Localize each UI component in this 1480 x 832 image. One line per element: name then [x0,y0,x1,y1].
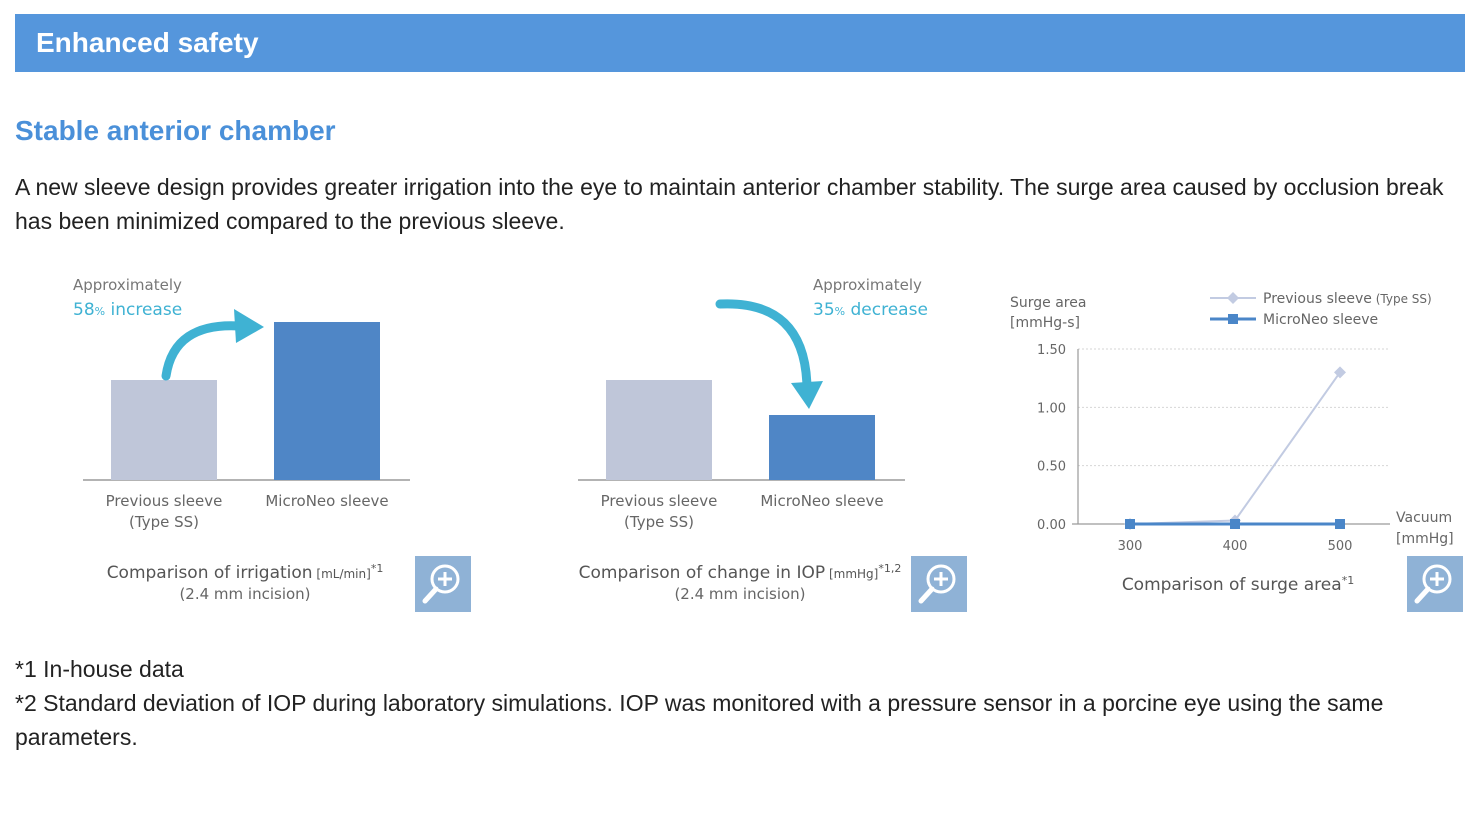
zoom-button-surge[interactable] [1407,556,1463,612]
x-axis-label: Vacuum [1396,510,1452,526]
category-label: Previous sleeve [106,492,223,510]
chart-caption: Comparison of change in IOP [mmHg]*1,2 [579,562,902,583]
footnotes: *1 In-house data *2 Standard deviation o… [15,652,1465,754]
annotation-number: 58 [73,300,95,320]
caption-subtitle: (2.4 mm incision) [674,585,805,603]
legend-marker-square [1228,314,1238,324]
bar-microneo-sleeve [274,322,380,480]
zoom-button-irrigation[interactable] [415,556,471,612]
iop-chart: Previous sleeve (Type SS) MicroNeo sleeve A… [510,262,990,612]
zoom-button-iop[interactable] [911,556,967,612]
irrigation-chart: Previous sleeve (Type SS) MicroNeo sleeve A… [15,262,495,612]
legend-series-name: Previous sleeve [1263,291,1372,307]
category-label: (Type SS) [129,513,199,531]
section-title: Stable anterior chamber [15,115,336,146]
section-description: A new sleeve design provides greater irr… [15,174,1444,234]
increase-arrow-shaft [161,321,245,381]
banner-title: Enhanced safety [36,27,259,58]
caption-footnote-ref: *1 [371,562,384,575]
chart-caption: Comparison of irrigation [mL/min]*1 [107,562,384,583]
legend-label: MicroNeo sleeve [1263,312,1378,328]
chart-caption: Comparison of surge area*1 [1122,574,1354,595]
y-tick-label: 0.50 [1037,460,1066,475]
bar-microneo-sleeve [769,415,875,480]
annotation-unit: % [95,305,105,318]
annotation-value: 58% increase [73,300,182,320]
annotation-label: Approximately [73,276,182,294]
zoom-in-icon [918,564,956,604]
annotation-text: decrease [845,300,928,320]
surge-area-chart-svg: Surge area [mmHg-s] 0.00 0.50 1.00 1.50 300 400… [1010,291,1454,595]
category-label: (Type SS) [624,513,694,531]
legend-label: Previous sleeve (Type SS) [1263,291,1432,307]
x-tick-label: 400 [1223,539,1248,554]
footnote-2: *2 Standard deviation of IOP during labo… [15,690,1384,750]
caption-unit: [mmHg] [825,567,878,581]
category-label: Previous sleeve [601,492,718,510]
y-tick-label: 0.00 [1037,518,1066,533]
legend-marker-diamond [1227,292,1239,304]
section-banner: Enhanced safety [15,14,1465,72]
series-line-previous-sleeve [1129,371,1341,525]
annotation-label: Approximately [813,276,922,294]
caption-main: Comparison of irrigation [107,563,313,583]
y-axis-label: Surge area [1010,295,1086,311]
footnote-1: *1 In-house data [15,656,184,682]
decrease-arrow-head [791,381,823,409]
iop-chart-svg: Previous sleeve (Type SS) MicroNeo sleeve A… [578,276,928,603]
caption-unit: [mL/min] [313,567,371,581]
category-label: MicroNeo sleeve [265,492,388,510]
bar-previous-sleeve [111,380,217,480]
category-label: MicroNeo sleeve [760,492,883,510]
data-point-microneo-sleeve [1125,519,1135,529]
caption-main: Comparison of change in IOP [579,563,826,583]
y-tick-label: 1.00 [1037,401,1066,416]
annotation-unit: % [835,305,845,318]
decrease-arrow-shaft [715,299,812,392]
caption-footnote-ref: *1,2 [878,562,901,575]
y-tick-label: 1.50 [1037,343,1066,358]
irrigation-chart-svg: Previous sleeve (Type SS) MicroNeo sleeve A… [73,276,410,603]
data-point-microneo-sleeve [1230,519,1240,529]
increase-arrow-head [234,309,264,343]
data-point-microneo-sleeve [1335,519,1345,529]
y-axis-label: [mmHg-s] [1010,315,1080,331]
legend-series-suffix: (Type SS) [1372,292,1432,306]
caption-subtitle: (2.4 mm incision) [179,585,310,603]
zoom-in-icon [1414,564,1452,604]
x-tick-label: 500 [1328,539,1353,554]
x-axis-label: [mmHg] [1396,531,1454,547]
surge-area-chart: Surge area [mmHg-s] 0.00 0.50 1.00 1.50 300 400… [1000,262,1470,612]
x-tick-label: 300 [1118,539,1143,554]
zoom-in-icon [422,564,460,604]
caption-footnote-ref: *1 [1342,574,1355,587]
annotation-number: 35 [813,300,835,320]
legend-series-name: MicroNeo sleeve [1263,312,1378,328]
caption-main: Comparison of surge area [1122,575,1342,595]
annotation-value: 35% decrease [813,300,928,320]
annotation-text: increase [105,300,182,320]
data-point-previous-sleeve [1334,366,1346,379]
bar-previous-sleeve [606,380,712,480]
